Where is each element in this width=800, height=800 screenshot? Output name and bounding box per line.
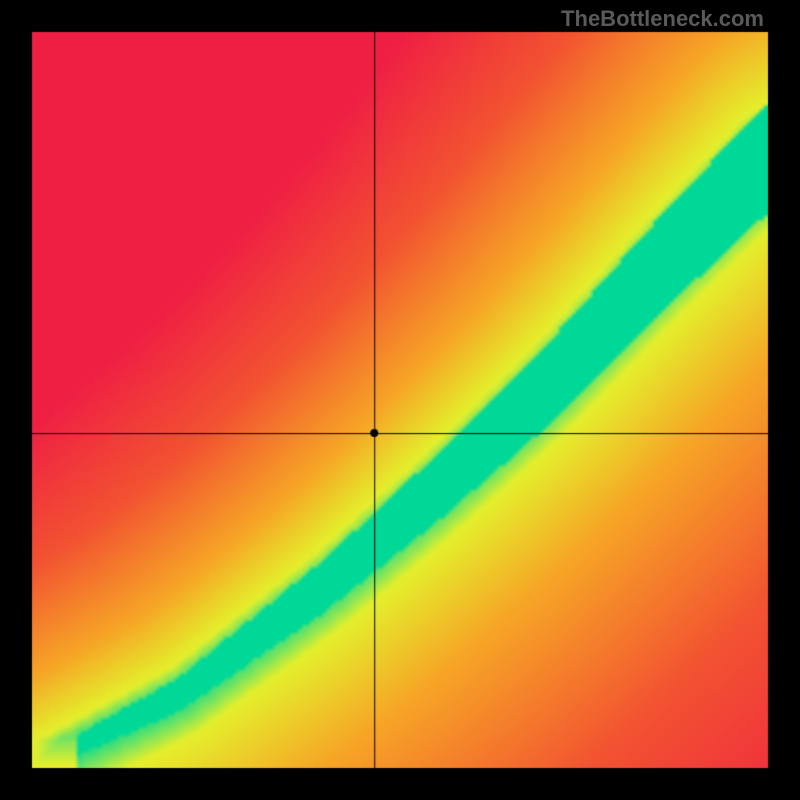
watermark-text: TheBottleneck.com [561,6,764,32]
heatmap-canvas [0,0,800,800]
chart-container: { "canvas": { "width": 800, "height": 80… [0,0,800,800]
